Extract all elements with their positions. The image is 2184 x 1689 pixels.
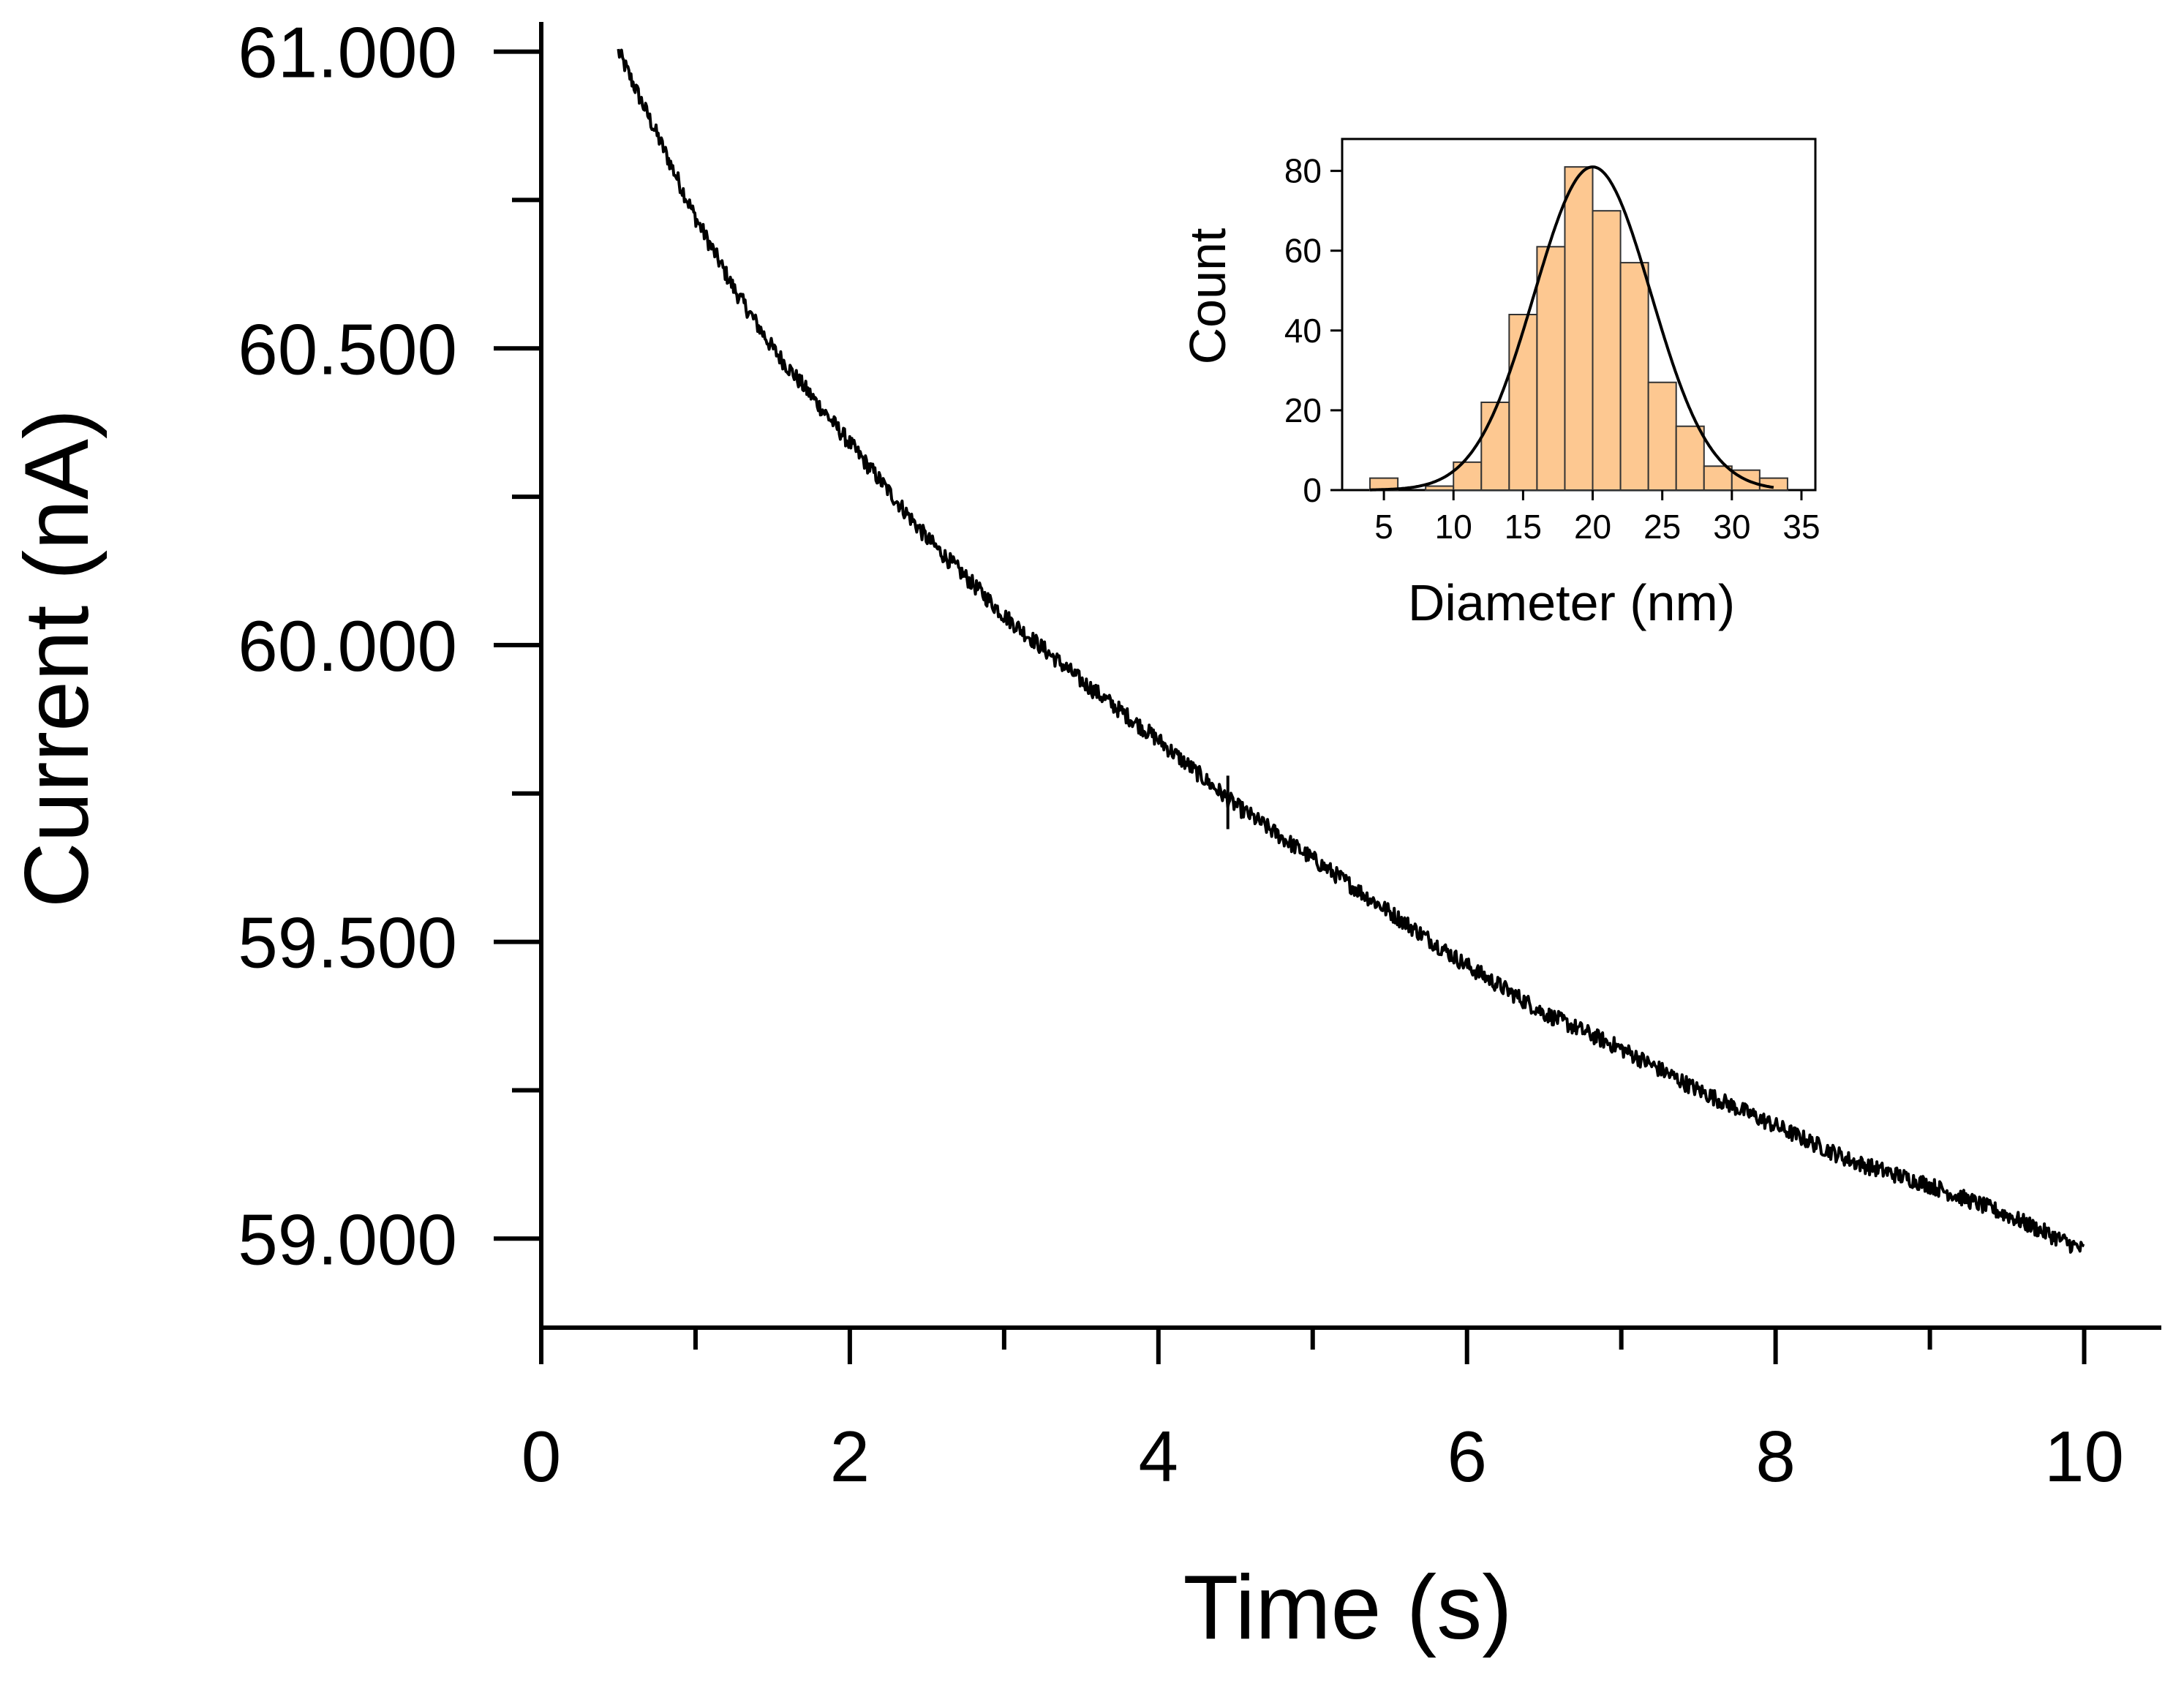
- histogram-bar: [1703, 465, 1733, 491]
- histogram-bar: [1675, 425, 1705, 492]
- histogram-bar: [1647, 381, 1677, 492]
- x-tick-label: 4: [1139, 1416, 1179, 1497]
- inset-x-tick-label: 5: [1374, 508, 1393, 546]
- inset-x-tick-label: 15: [1505, 508, 1542, 546]
- gaussian-fit-curve: [1370, 165, 1774, 492]
- inset-x-axis-title: Diameter (nm): [1408, 574, 1735, 631]
- y-tick-label: 60.000: [238, 606, 457, 686]
- y-axis-title: Current (nA): [7, 409, 108, 908]
- histogram-bar: [1425, 485, 1455, 492]
- inset-y-tick-label: 60: [1284, 232, 1322, 270]
- x-tick-label: 0: [521, 1416, 562, 1497]
- y-tick-label: 59.500: [238, 903, 457, 983]
- histogram-bar: [1758, 477, 1788, 491]
- inset-x-tick-label: 25: [1643, 508, 1681, 546]
- histogram-bar: [1536, 246, 1566, 491]
- x-tick-label: 6: [1447, 1416, 1487, 1497]
- inset-x-tick-label: 30: [1713, 508, 1750, 546]
- histogram-bar: [1480, 402, 1510, 491]
- inset-y-tick-label: 20: [1284, 391, 1322, 429]
- y-tick-label: 59.000: [238, 1199, 457, 1279]
- inset-y-tick-label: 40: [1284, 312, 1322, 350]
- inset-x-tick-label: 10: [1435, 508, 1472, 546]
- inset-x-tick-label: 35: [1782, 508, 1820, 546]
- inset-y-axis-title: Count: [1179, 228, 1236, 365]
- x-tick-label: 2: [830, 1416, 870, 1497]
- current-trace-line: [617, 48, 2085, 1254]
- x-tick-label: 8: [1755, 1416, 1796, 1497]
- y-tick-label: 60.500: [238, 309, 457, 389]
- x-axis-title: Time (s): [1183, 1557, 1513, 1658]
- histogram-bar: [1564, 166, 1594, 491]
- inset-x-tick-label: 20: [1574, 508, 1611, 546]
- x-tick-label: 10: [2044, 1416, 2124, 1497]
- y-tick-label: 61.000: [238, 12, 457, 93]
- histogram-bar: [1508, 314, 1538, 491]
- histogram-bar: [1592, 210, 1622, 491]
- inset-y-tick-label: 80: [1284, 152, 1322, 190]
- histogram-bar: [1619, 262, 1649, 491]
- inset-y-tick-label: 0: [1303, 471, 1322, 509]
